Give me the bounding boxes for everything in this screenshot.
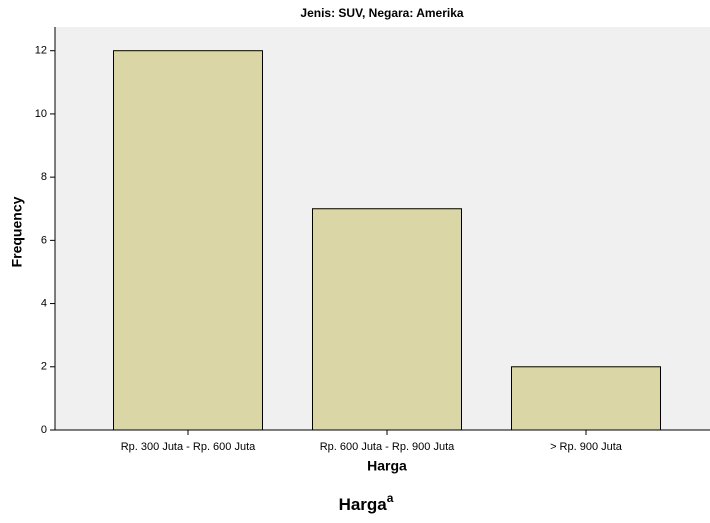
y-tick-label: 6 — [41, 234, 47, 246]
y-tick-label: 10 — [35, 108, 47, 120]
x-tick-label: Rp. 600 Juta - Rp. 900 Juta — [320, 441, 455, 453]
y-tick-label: 8 — [41, 171, 47, 183]
y-tick-label: 2 — [41, 361, 47, 373]
footer-text: Harga — [339, 495, 388, 514]
bar — [511, 366, 661, 431]
bar — [312, 208, 462, 431]
chart-title: Jenis: SUV, Negara: Amerika — [300, 6, 464, 20]
footer-superscript: a — [387, 491, 394, 505]
y-tick-label: 12 — [35, 45, 47, 57]
x-tick-label: > Rp. 900 Juta — [550, 441, 623, 453]
bar — [113, 50, 263, 431]
y-axis-label: Frequency — [9, 196, 25, 267]
x-axis-label: Harga — [367, 458, 407, 474]
y-tick-label: 4 — [41, 297, 47, 309]
footer: Hargaa — [339, 491, 394, 514]
x-tick-label: Rp. 300 Juta - Rp. 600 Juta — [121, 441, 256, 453]
y-tick-label: 0 — [41, 424, 47, 436]
